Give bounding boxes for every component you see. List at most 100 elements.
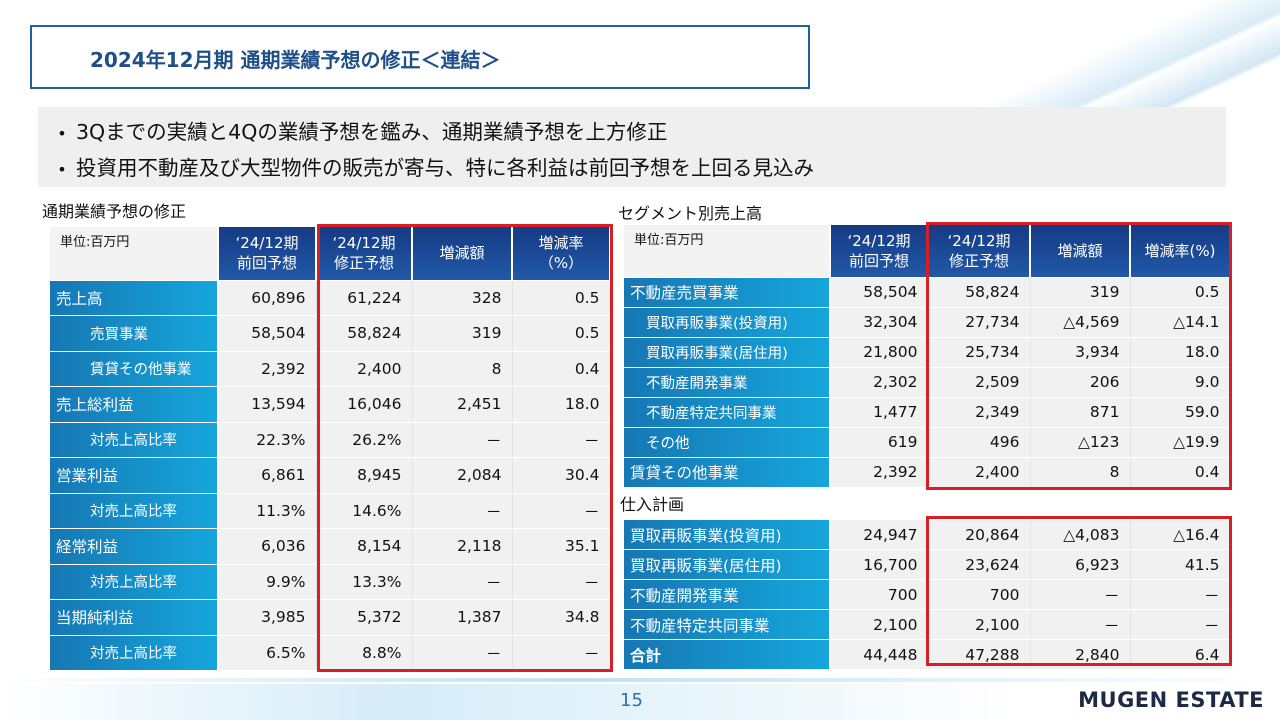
table-cell: 61,224 (316, 279, 413, 316)
table-row: 経常利益 6,036 8,154 2,118 35.1 (50, 528, 611, 565)
row-label: 不動産特定共同事業 (624, 609, 831, 640)
table-cell: 6,923 (1030, 549, 1131, 580)
table-cell: 0.4 (512, 350, 611, 387)
table-cell: 319 (412, 315, 513, 352)
table-cell: 2,084 (412, 457, 513, 494)
header-text: 修正予想 (333, 254, 394, 273)
row-label: その他 (624, 426, 831, 458)
row-label: 賃貸その他事業 (624, 456, 831, 488)
row-label: 対売上高比率 (50, 421, 219, 458)
table-row: 不動産開発事業 2,302 2,509 206 9.0 (624, 366, 1231, 398)
table-cell: 30.4 (512, 457, 611, 494)
table-cell: － (1130, 609, 1231, 640)
table-cell: 0.5 (1130, 276, 1231, 308)
table-cell: 16,700 (830, 549, 929, 580)
row-label: 売上総利益 (50, 386, 219, 423)
row-label: 当期純利益 (50, 599, 219, 636)
page-title-box: 2024年12月期 通期業績予想の修正＜連結＞ (30, 25, 810, 89)
table-cell: 9.9% (218, 563, 317, 600)
table-cell: 3,934 (1030, 336, 1131, 368)
table-cell: 1,477 (830, 396, 929, 428)
table-cell: 2,509 (928, 366, 1031, 398)
summary-bullets: • 3Qまでの実績と4Qの業績予想を鑑み、通期業績予想を上方修正 • 投資用不動産及… (38, 107, 1226, 187)
header-text: 増減率(%) (1144, 241, 1216, 260)
table-row: 不動産特定共同事業 2,100 2,100 －－ (624, 609, 1231, 640)
row-label: 合計 (624, 639, 831, 670)
header-change-amount: 増減額 (412, 227, 513, 280)
table-cell: 16,046 (316, 386, 413, 423)
table-cell: 6,036 (218, 528, 317, 565)
table-cell: 2,392 (830, 456, 929, 488)
header-text: ‘24/12期 (947, 231, 1011, 250)
table-cell: △4,569 (1030, 306, 1131, 338)
table-cell: 2,118 (412, 528, 513, 565)
table-cell: 8,154 (316, 528, 413, 565)
table-cell: 0.5 (512, 315, 611, 352)
table-cell: 9.0 (1130, 366, 1231, 398)
forecast-section-title: 通期業績予想の修正 (42, 202, 187, 221)
table-cell: 1,387 (412, 599, 513, 636)
purchase-section-title: 仕入計画 (620, 495, 685, 514)
header-revised-forecast: ‘24/12期 修正予想 (316, 227, 413, 280)
forecast-table: 単位:百万円 ‘24/12期 前回予想 ‘24/12期 修正予想 増減額 増減率 （%… (50, 227, 611, 671)
revised-highlight-box (317, 224, 613, 672)
row-label: 対売上高比率 (50, 634, 219, 671)
segment-sales-table: 単位:百万円 ‘24/12期 前回予想 ‘24/12期 修正予想 増減額 増減率(%… (624, 225, 1231, 488)
table-row: その他 619 496 △123 △19.9 (624, 426, 1231, 458)
header-change-rate: 増減率(%) (1130, 225, 1231, 277)
row-label: 対売上高比率 (50, 563, 219, 600)
table-cell: 2,100 (928, 609, 1031, 640)
header-revised-forecast: ‘24/12期 修正予想 (928, 225, 1031, 277)
row-label: 買取再販事業(投資用) (624, 306, 831, 338)
table-cell: 328 (412, 279, 513, 316)
header-text: 増減率 (538, 234, 584, 253)
table-cell: 60,896 (218, 279, 317, 316)
header-text: （%） (538, 254, 584, 273)
row-label: 買取再販事業(居住用) (624, 549, 831, 580)
table-cell: 18.0 (1130, 336, 1231, 368)
row-label: 賃貸その他事業 (50, 350, 219, 387)
table-cell: 206 (1030, 366, 1131, 398)
table-row: 不動産特定共同事業 1,477 2,349 871 59.0 (624, 396, 1231, 428)
row-label: 不動産開発事業 (624, 366, 831, 398)
table-cell: 619 (830, 426, 929, 458)
segment-section-title: セグメント別売上高 (618, 204, 763, 223)
table-row: 当期純利益 3,985 5,372 1,387 34.8 (50, 599, 611, 636)
header-text: 前回予想 (848, 251, 909, 270)
table-cell: 6,861 (218, 457, 317, 494)
bullet-text: 3Qまでの実績と4Qの業績予想を鑑み、通期業績予想を上方修正 (76, 120, 668, 144)
row-label: 不動産開発事業 (624, 579, 831, 610)
table-cell: 2,392 (218, 350, 317, 387)
table-row: 買取再販事業(投資用) 24,947 20,864 △4,083 △16.4 (624, 519, 1231, 550)
revised-highlight-box (926, 222, 1232, 490)
header-text: ‘24/12期 (847, 231, 911, 250)
table-cell: 13,594 (218, 386, 317, 423)
table-cell: 25,734 (928, 336, 1031, 368)
page-title: 2024年12月期 通期業績予想の修正＜連結＞ (90, 48, 501, 72)
row-label: 対売上高比率 (50, 492, 219, 529)
table-cell: 0.4 (1130, 456, 1231, 488)
table-cell: 2,302 (830, 366, 929, 398)
header-text: 修正予想 (948, 251, 1009, 270)
table-cell: 6.5% (218, 634, 317, 671)
table-cell: 8,945 (316, 457, 413, 494)
table-cell: △4,083 (1030, 519, 1131, 550)
header-change-amount: 増減額 (1030, 225, 1131, 277)
table-cell: 2,100 (830, 609, 929, 640)
row-label: 売上高 (50, 279, 219, 316)
header-text: ‘24/12期 (235, 234, 299, 253)
table-cell: 27,734 (928, 306, 1031, 338)
table-cell: － (1130, 579, 1231, 610)
row-label: 不動産特定共同事業 (624, 396, 831, 428)
table-cell: 2,451 (412, 386, 513, 423)
table-cell: － (1030, 609, 1131, 640)
table-cell: 58,504 (218, 315, 317, 352)
table-cell: △123 (1030, 426, 1131, 458)
table-cell: － (412, 492, 513, 529)
footer-band (0, 684, 1280, 720)
table-cell: △16.4 (1130, 519, 1231, 550)
table-cell: － (512, 563, 611, 600)
table-row: 売買事業 58,504 58,824 319 0.5 (50, 315, 611, 352)
table-cell: 700 (928, 579, 1031, 610)
decorative-stripe (960, 0, 1280, 110)
